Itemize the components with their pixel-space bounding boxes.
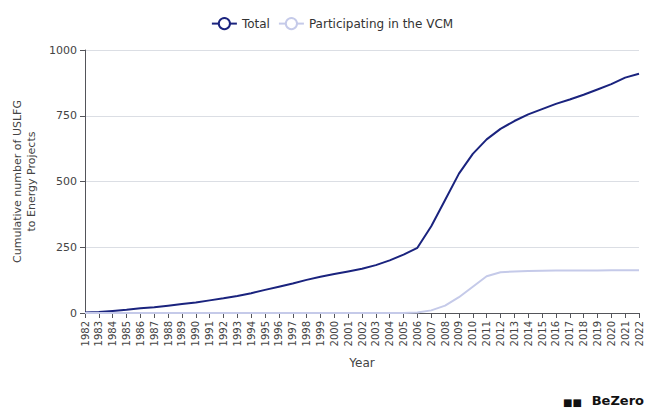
svg-text:1982: 1982 [80,321,91,346]
svg-text:2003: 2003 [370,321,381,346]
svg-text:2017: 2017 [564,321,575,346]
svg-text:2006: 2006 [412,321,423,346]
svg-text:Cumulative number of USLFG: Cumulative number of USLFG [11,100,24,263]
svg-text:2021: 2021 [620,321,631,346]
svg-text:2008: 2008 [440,321,451,346]
svg-text:1991: 1991 [204,321,215,346]
svg-text:2005: 2005 [398,321,409,346]
svg-text:2016: 2016 [550,321,561,346]
svg-text:1995: 1995 [260,321,271,346]
svg-text:BeZero: BeZero [592,393,644,408]
svg-text:500: 500 [56,175,77,188]
svg-text:1993: 1993 [232,321,243,346]
svg-text:2020: 2020 [606,321,617,346]
svg-text:2000: 2000 [329,321,340,346]
svg-text:1996: 1996 [273,321,284,346]
svg-text:■■: ■■ [563,397,582,408]
svg-text:to Energy Projects: to Energy Projects [25,131,38,231]
svg-text:2014: 2014 [523,321,534,346]
svg-text:2018: 2018 [578,321,589,346]
svg-text:1989: 1989 [176,321,187,346]
svg-text:1985: 1985 [121,321,132,346]
svg-text:2015: 2015 [537,321,548,346]
svg-text:2007: 2007 [426,321,437,346]
svg-text:1998: 1998 [301,321,312,346]
svg-text:1984: 1984 [107,321,118,346]
svg-text:2002: 2002 [357,321,368,346]
svg-text:1986: 1986 [135,321,146,346]
svg-text:Year: Year [348,356,374,370]
svg-text:750: 750 [56,109,77,122]
svg-text:1994: 1994 [246,321,257,346]
svg-text:1987: 1987 [149,321,160,346]
svg-text:1999: 1999 [315,321,326,346]
svg-text:2019: 2019 [592,321,603,346]
svg-text:2011: 2011 [481,321,492,346]
svg-text:2001: 2001 [343,321,354,346]
svg-text:Participating in the VCM: Participating in the VCM [309,17,453,31]
svg-text:2022: 2022 [634,321,645,346]
svg-text:2009: 2009 [453,321,464,346]
svg-text:1000: 1000 [49,44,77,57]
svg-text:0: 0 [70,307,77,320]
svg-text:1983: 1983 [93,321,104,346]
svg-text:250: 250 [56,241,77,254]
svg-text:2004: 2004 [384,321,395,346]
svg-text:2010: 2010 [467,321,478,346]
svg-text:1990: 1990 [190,321,201,346]
svg-text:1988: 1988 [163,321,174,346]
svg-text:2013: 2013 [509,321,520,346]
svg-text:Total: Total [241,17,270,31]
svg-text:2012: 2012 [495,321,506,346]
svg-text:1997: 1997 [287,321,298,346]
svg-text:1992: 1992 [218,321,229,346]
